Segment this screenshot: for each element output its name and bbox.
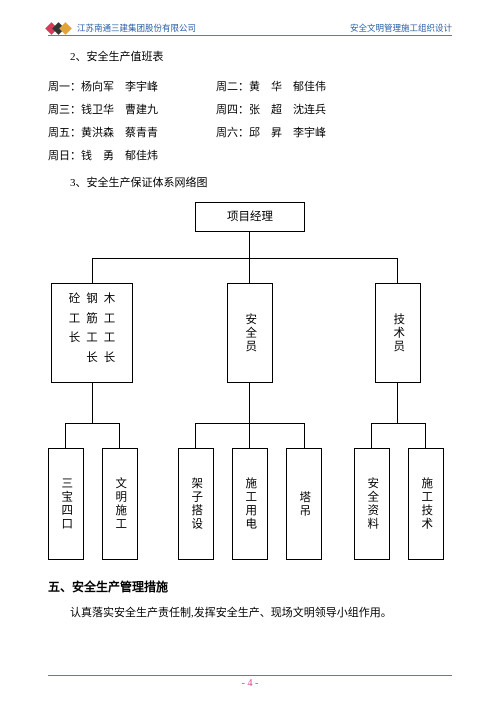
schedule-cell: 周六：邱 昇 李宇峰	[216, 122, 366, 145]
node-label: 三宝四口	[57, 477, 75, 531]
node-label: 塔吊	[295, 491, 313, 518]
header-bar: 江苏南通三建集团股份有限公司 安全文明管理施工组织设计	[48, 22, 452, 36]
node-label: 砼工长	[69, 290, 81, 349]
schedule-cell: 周日：钱 勇 郁佳炜	[48, 145, 198, 168]
node-bottom: 三宝四口	[48, 448, 84, 560]
node-top: 项目经理	[195, 202, 305, 232]
logo-block: 江苏南通三建集团股份有限公司	[48, 22, 196, 34]
org-chart: 项目经理 砼工长 钢筋工长 木工工长 安全员 技术员	[48, 202, 452, 564]
schedule-cell: 周四：张 超 沈连兵	[216, 99, 366, 122]
node-label: 架子搭设	[187, 477, 205, 531]
logo-icon	[48, 24, 69, 33]
section5-heading: 五、安全生产管理措施	[48, 578, 452, 595]
doc-title: 安全文明管理施工组织设计	[350, 22, 452, 34]
node-label: 钢筋工长	[86, 290, 98, 368]
section5-body: 认真落实安全生产责任制,发挥安全生产、现场文明领导小组作用。	[48, 603, 452, 624]
schedule-cell: 周一：杨向军 李宇峰	[48, 76, 198, 99]
schedule-row: 周五：黄洪森 蔡青青 周六：邱 昇 李宇峰	[48, 122, 452, 145]
node-label: 施工用电	[241, 477, 259, 531]
schedule-cell: 周五：黄洪森 蔡青青	[48, 122, 198, 145]
schedule-cell: 周二：黄 华 郁佳伟	[216, 76, 366, 99]
node-label: 施工技术	[417, 477, 435, 531]
node-label: 安全资料	[363, 477, 381, 531]
section2-title: 2、安全生产值班表	[48, 46, 452, 68]
schedule-cell	[216, 145, 366, 168]
node-bottom: 文明施工	[102, 448, 138, 560]
node-label: 项目经理	[227, 208, 273, 226]
node-bottom: 塔吊	[286, 448, 322, 560]
node-bottom: 架子搭设	[178, 448, 214, 560]
node-bottom: 安全资料	[354, 448, 390, 560]
schedule-row: 周一：杨向军 李宇峰 周二：黄 华 郁佳伟	[48, 76, 452, 99]
node-label: 文明施工	[111, 477, 129, 531]
node-mid-left: 砼工长 钢筋工长 木工工长	[51, 283, 133, 383]
node-label: 技术员	[389, 313, 407, 354]
node-label: 安全员	[241, 313, 259, 354]
schedule-cell: 周三：钱卫华 曹建九	[48, 99, 198, 122]
node-label: 木工工长	[104, 290, 116, 368]
node-bottom: 施工技术	[408, 448, 444, 560]
schedule-table: 周一：杨向军 李宇峰 周二：黄 华 郁佳伟 周三：钱卫华 曹建九 周四：张 超 …	[48, 76, 452, 168]
node-mid-right: 技术员	[375, 283, 421, 383]
schedule-row: 周日：钱 勇 郁佳炜	[48, 145, 452, 168]
node-mid-center: 安全员	[227, 283, 273, 383]
section3-title: 3、安全生产保证体系网络图	[48, 172, 452, 194]
node-bottom: 施工用电	[232, 448, 268, 560]
schedule-row: 周三：钱卫华 曹建九 周四：张 超 沈连兵	[48, 99, 452, 122]
page-footer: - 4 -	[48, 675, 452, 689]
page-number: - 4 -	[242, 678, 259, 689]
company-name: 江苏南通三建集团股份有限公司	[77, 22, 196, 34]
